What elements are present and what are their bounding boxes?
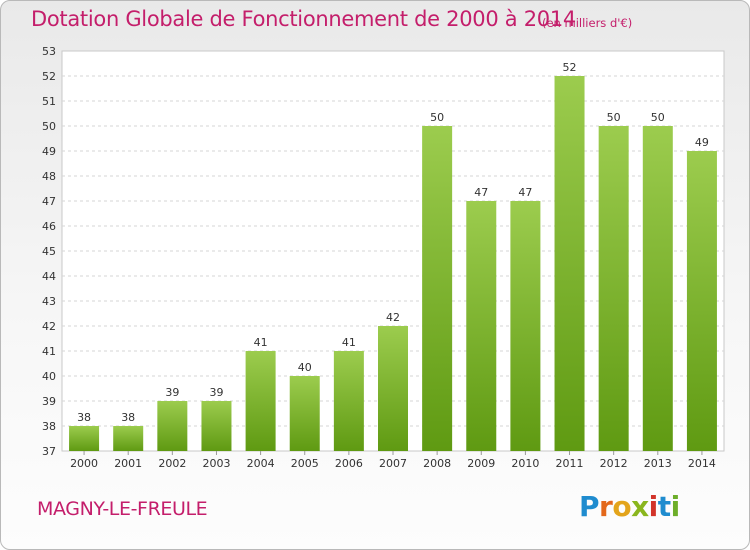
- x-tick-label: 2005: [291, 457, 319, 470]
- bars: [69, 76, 717, 451]
- y-tick-label: 37: [42, 445, 56, 458]
- chart-title: Dotation Globale de Fonctionnement de 20…: [31, 7, 576, 31]
- bar-value-label: 38: [77, 411, 91, 424]
- chart-unit-label: (en milliers d'€): [542, 16, 633, 30]
- x-tick-label: 2010: [511, 457, 539, 470]
- y-tick-label: 53: [42, 45, 56, 58]
- bar-value-label: 39: [209, 386, 223, 399]
- y-tick-label: 50: [42, 120, 56, 133]
- bar-value-label: 47: [518, 186, 532, 199]
- bar: [333, 351, 364, 451]
- bar: [642, 126, 673, 451]
- bar-value-label: 41: [342, 336, 356, 349]
- bar: [686, 151, 717, 451]
- logo-letter: r: [599, 490, 613, 523]
- x-tick-label: 2012: [600, 457, 628, 470]
- y-tick-label: 41: [42, 345, 56, 358]
- bar: [378, 326, 408, 451]
- bar: [510, 201, 541, 451]
- logo-letter: i: [648, 490, 659, 523]
- y-tick-label: 52: [42, 70, 56, 83]
- y-axis: 37 38 39 40 41 42 43 44 45 46 47 48 49 50 51 52 53: [42, 45, 56, 458]
- bar: [245, 351, 276, 451]
- x-tick-label: 2011: [556, 457, 584, 470]
- y-tick-label: 39: [42, 395, 56, 408]
- logo-letter: P: [579, 490, 600, 523]
- bar: [157, 401, 188, 451]
- x-tick-label: 2006: [335, 457, 363, 470]
- x-tick-label: 2000: [70, 457, 98, 470]
- bar-value-label: 47: [474, 186, 488, 199]
- y-tick-label: 47: [42, 195, 56, 208]
- bar-value-label: 41: [254, 336, 268, 349]
- y-tick-label: 42: [42, 320, 56, 333]
- bar-value-label: 50: [651, 111, 665, 124]
- bar-value-label: 42: [386, 311, 400, 324]
- x-tick-label: 2014: [688, 457, 716, 470]
- bar: [69, 426, 100, 451]
- y-tick-label: 44: [42, 270, 56, 283]
- bar: [113, 426, 144, 451]
- bar-value-label: 38: [121, 411, 135, 424]
- x-tick-label: 2008: [423, 457, 451, 470]
- y-tick-label: 48: [42, 170, 56, 183]
- y-tick-label: 51: [42, 95, 56, 108]
- bar: [201, 401, 232, 451]
- value-labels: 38 38 39 39 41 40 41 42 50 47 47 52 50 50 49: [77, 61, 709, 424]
- x-tick-label: 2003: [202, 457, 230, 470]
- logo-letter: x: [631, 490, 649, 523]
- y-tick-label: 46: [42, 220, 56, 233]
- bar: [598, 126, 629, 451]
- x-tick-label: 2007: [379, 457, 407, 470]
- commune-name: MAGNY-LE-FREULE: [37, 498, 208, 520]
- proxiti-logo: Proxiti: [579, 490, 680, 523]
- bar-value-label: 49: [695, 136, 709, 149]
- y-tick-label: 49: [42, 145, 56, 158]
- logo-letter: i: [670, 490, 681, 523]
- bar: [466, 201, 497, 451]
- x-tick-label: 2009: [467, 457, 495, 470]
- bar-value-label: 52: [563, 61, 577, 74]
- bar: [554, 76, 585, 451]
- y-tick-label: 45: [42, 245, 56, 258]
- bar-value-label: 50: [430, 111, 444, 124]
- logo-letter: o: [612, 490, 632, 523]
- bar-value-label: 50: [607, 111, 621, 124]
- y-tick-label: 43: [42, 295, 56, 308]
- bar: [422, 126, 453, 451]
- bar-value-label: 39: [165, 386, 179, 399]
- y-tick-label: 40: [42, 370, 56, 383]
- x-tick-label: 2004: [247, 457, 275, 470]
- bar: [289, 376, 320, 451]
- x-tick-label: 2001: [114, 457, 142, 470]
- x-axis: 2000 2001 2002 2003 2004 2005 2006 2007 2008 2009…: [70, 451, 716, 470]
- logo-letter: t: [657, 490, 671, 523]
- x-tick-label: 2013: [644, 457, 672, 470]
- bar-value-label: 40: [298, 361, 312, 374]
- x-tick-label: 2002: [158, 457, 186, 470]
- y-tick-label: 38: [42, 420, 56, 433]
